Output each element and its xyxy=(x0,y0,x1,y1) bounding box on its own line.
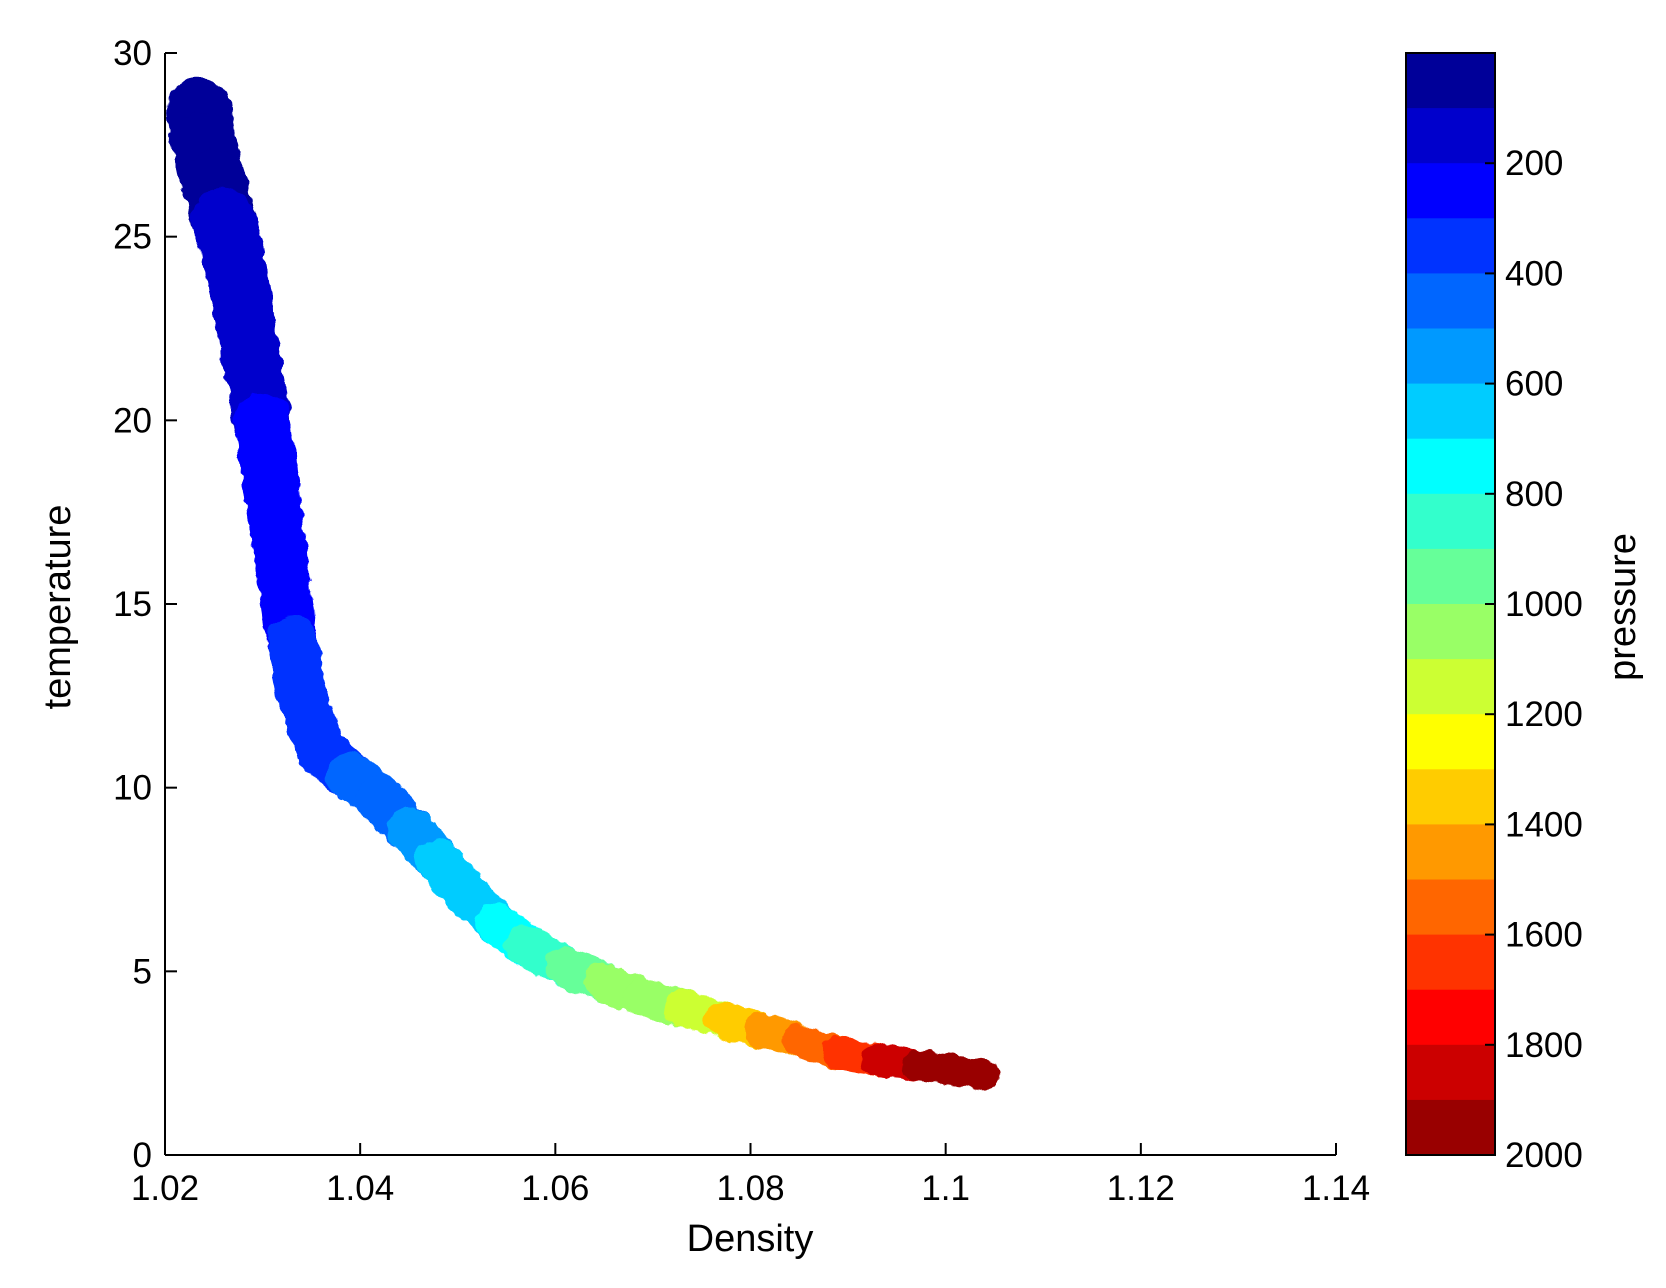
x-tick-label: 1.04 xyxy=(326,1169,394,1208)
colorbar-band xyxy=(1406,824,1495,881)
colorbar-tick-label: 400 xyxy=(1505,254,1563,293)
colorbar-tick-label: 2000 xyxy=(1505,1136,1583,1175)
colorbar-tick-label: 1800 xyxy=(1505,1026,1583,1065)
y-tick-label: 0 xyxy=(133,1136,152,1175)
colorbar-band xyxy=(1406,328,1495,385)
y-tick-label: 25 xyxy=(113,218,152,257)
colorbar-tick-label: 600 xyxy=(1505,365,1563,404)
colorbar-band xyxy=(1406,218,1495,275)
colorbar-tick-label: 1600 xyxy=(1505,916,1583,955)
y-tick-label: 15 xyxy=(113,585,152,624)
colorbar-band xyxy=(1406,273,1495,330)
colorbar: 200 400 600 800 1000 1200 1400 1600 1800 2000 xyxy=(1405,52,1583,1175)
data-point xyxy=(969,1059,1000,1090)
colorbar-band xyxy=(1406,989,1495,1046)
axes: 1.02 1.04 1.06 1.08 1.1 1.12 1.14 0 5 10 15 20 25 30 xyxy=(113,34,1370,1208)
y-tick-label: 10 xyxy=(113,769,152,808)
colorbar-tick-label: 1400 xyxy=(1505,805,1583,844)
colorbar-band xyxy=(1406,163,1495,220)
colorbar-band xyxy=(1406,1044,1495,1101)
colorbar-band xyxy=(1406,53,1495,109)
colorbar-band xyxy=(1406,493,1495,550)
colorbar-tick-label: 1200 xyxy=(1505,695,1583,734)
colorbar-title: pressure xyxy=(1602,533,1644,681)
x-axis-title: Density xyxy=(687,1218,814,1260)
x-tick-label: 1.02 xyxy=(131,1169,199,1208)
x-tick-label: 1.1 xyxy=(921,1169,970,1208)
colorbar-band xyxy=(1406,604,1495,660)
colorbar-band xyxy=(1406,1099,1495,1156)
colorbar-band xyxy=(1406,548,1495,605)
y-axis-title: temperature xyxy=(37,505,79,710)
colorbar-band xyxy=(1406,108,1495,164)
colorbar-band xyxy=(1406,438,1495,495)
x-tick-label: 1.08 xyxy=(716,1169,784,1208)
colorbar-band xyxy=(1406,659,1495,715)
colorbar-tick-label: 800 xyxy=(1505,475,1563,514)
y-tick-label: 20 xyxy=(113,401,152,440)
x-tick-label: 1.06 xyxy=(521,1169,589,1208)
colorbar-band xyxy=(1406,934,1495,991)
colorbar-band xyxy=(1406,714,1495,771)
colorbar-band xyxy=(1406,879,1495,936)
colorbar-tick-label: 200 xyxy=(1505,144,1563,183)
colorbar-band xyxy=(1406,769,1495,826)
colorbar-band xyxy=(1406,383,1495,440)
data-points xyxy=(166,78,1000,1090)
y-tick-label: 5 xyxy=(133,952,152,991)
x-tick-label: 1.14 xyxy=(1302,1169,1370,1208)
colorbar-tick-label: 1000 xyxy=(1505,585,1583,624)
y-tick-label: 30 xyxy=(113,34,152,73)
x-tick-label: 1.12 xyxy=(1107,1169,1175,1208)
